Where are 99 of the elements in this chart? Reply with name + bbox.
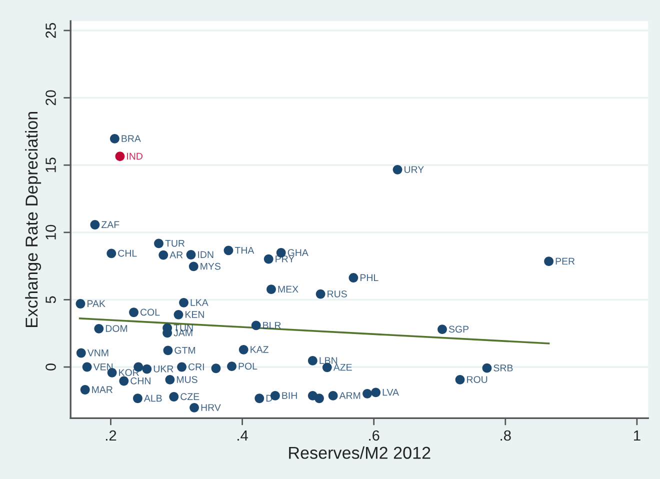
y-tick-label: 15 — [46, 158, 56, 172]
x-tick-label: .2 — [106, 430, 116, 441]
point — [76, 348, 86, 358]
point — [544, 256, 554, 266]
point — [76, 299, 86, 308]
point — [163, 346, 173, 356]
data-label: TUR — [165, 240, 185, 247]
point — [179, 298, 188, 308]
x-tick-label: .6 — [369, 430, 380, 441]
point — [142, 364, 152, 374]
data-label: GHA — [288, 249, 308, 256]
data-label: LVA — [382, 388, 399, 396]
data-label: BIH — [282, 392, 297, 399]
point — [482, 363, 492, 373]
point — [211, 364, 221, 374]
data-label: IND — [127, 152, 142, 160]
data-label: CHN — [130, 377, 150, 384]
data-label: PER — [556, 258, 575, 265]
data-label: GTM — [174, 346, 196, 354]
point — [110, 134, 120, 144]
data-label: RUS — [328, 290, 347, 298]
data-label: ZAF — [102, 221, 120, 228]
data-label: DOM — [106, 325, 128, 332]
data-label: CRI — [188, 363, 204, 370]
data-label: ARM — [339, 392, 360, 399]
data-label: CZE — [180, 393, 200, 400]
point — [251, 320, 261, 330]
point — [158, 250, 168, 260]
point — [308, 356, 318, 366]
data-label: POL — [238, 362, 258, 370]
x-axis-title: Reserves/M2 2012 — [289, 446, 430, 459]
data-label: PHL — [360, 274, 378, 281]
data-label: MYS — [200, 262, 220, 270]
data-label: AZE — [333, 364, 352, 371]
data-label: BLR — [263, 322, 281, 329]
data-label: MEX — [278, 286, 298, 293]
point — [94, 324, 104, 334]
point — [316, 289, 326, 299]
point — [348, 273, 358, 282]
y-tick-label: 0 — [46, 364, 56, 370]
point — [90, 220, 100, 230]
data-label: BRA — [122, 135, 141, 142]
point — [190, 402, 199, 412]
x-tick-label: .8 — [500, 430, 511, 441]
x-tick-label: .4 — [238, 430, 248, 441]
data-label: COL — [140, 308, 160, 316]
y-axis-title: Exchange Rate Depreciation — [25, 112, 42, 327]
point — [169, 392, 179, 402]
data-label: MUS — [176, 376, 198, 383]
point — [362, 388, 372, 398]
y-tick-label: 10 — [46, 224, 56, 240]
data-label: LKA — [190, 299, 208, 306]
data-label: UKR — [154, 366, 174, 372]
point — [224, 246, 234, 256]
point — [227, 362, 236, 372]
point — [165, 374, 175, 384]
point — [133, 394, 142, 404]
data-label: SRB — [494, 364, 513, 372]
point — [119, 376, 129, 386]
data-label: SGP — [448, 326, 469, 333]
point — [188, 262, 198, 272]
point — [455, 374, 465, 384]
point — [238, 344, 248, 354]
point — [264, 254, 274, 264]
point — [254, 394, 264, 404]
y-tick-label: 25 — [46, 23, 56, 38]
point — [106, 248, 116, 258]
point — [177, 362, 186, 372]
data-label: URY — [404, 166, 424, 173]
point — [314, 394, 324, 404]
point — [115, 152, 125, 162]
point — [438, 324, 447, 334]
data-label: ROU — [467, 376, 488, 383]
data-label: THA — [234, 246, 254, 254]
point — [154, 238, 164, 248]
x-tick-label: 1 — [634, 430, 640, 441]
data-label: MAR — [92, 386, 112, 393]
point — [392, 164, 402, 174]
data-label: CHL — [118, 250, 137, 257]
data-label: VNM — [87, 350, 108, 356]
data-label: KAZ — [250, 346, 268, 353]
data-label: JAM — [174, 329, 192, 336]
point — [174, 310, 184, 320]
point — [328, 390, 338, 400]
data-label: IDN — [198, 251, 214, 258]
data-label: TUN — [174, 324, 193, 332]
data-label: HRV — [201, 404, 221, 411]
y-tick-label: 20 — [46, 90, 56, 106]
y-tick-label: 5 — [46, 296, 56, 304]
point — [266, 284, 276, 294]
point — [129, 308, 138, 318]
data-label: AR — [170, 252, 183, 258]
data-label: KEN — [186, 311, 204, 318]
data-label: ALB — [144, 394, 162, 402]
point — [186, 250, 196, 260]
data-label: PAK — [88, 300, 106, 307]
point — [82, 362, 92, 372]
point — [80, 385, 90, 394]
point — [371, 388, 381, 398]
